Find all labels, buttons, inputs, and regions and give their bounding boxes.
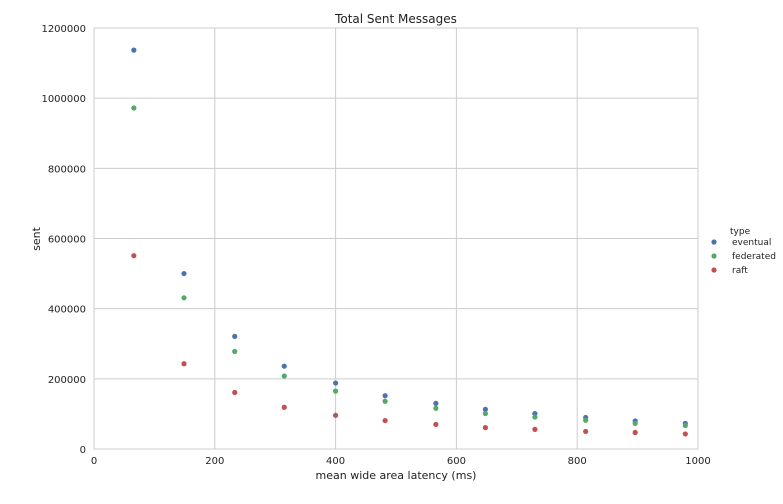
legend-marker-raft bbox=[711, 267, 717, 273]
point-raft bbox=[482, 424, 488, 431]
point-federated bbox=[532, 414, 538, 420]
point-federated bbox=[131, 105, 137, 111]
x-tick-label: 400 bbox=[326, 456, 345, 467]
chart-title: Total Sent Messages bbox=[334, 12, 457, 26]
x-axis-label: mean wide area latency (ms) bbox=[316, 469, 477, 482]
legend-title: type bbox=[730, 227, 751, 237]
point-federated bbox=[181, 295, 187, 301]
point-federated bbox=[433, 405, 439, 411]
point-raft bbox=[131, 253, 137, 259]
y-tick-label: 1000000 bbox=[41, 94, 86, 105]
legend-label-raft: raft bbox=[732, 266, 748, 276]
x-tick-label: 1000 bbox=[685, 456, 710, 467]
point-federated bbox=[382, 398, 388, 404]
point-eventual bbox=[232, 333, 238, 339]
point-federated bbox=[583, 417, 589, 423]
legend: type eventual federated raft bbox=[711, 227, 776, 276]
data-points bbox=[131, 47, 688, 437]
point-eventual bbox=[333, 380, 339, 386]
legend-marker-federated bbox=[711, 253, 717, 259]
point-raft bbox=[281, 404, 287, 410]
point-raft bbox=[382, 417, 388, 424]
point-federated bbox=[632, 420, 638, 426]
point-federated bbox=[333, 388, 339, 394]
y-tick-label: 200000 bbox=[48, 375, 86, 386]
point-eventual bbox=[433, 400, 439, 406]
point-raft bbox=[583, 428, 589, 435]
y-axis-ticks: 0 200000 400000 600000 800000 1000000 1200000 bbox=[41, 24, 86, 456]
x-tick-label: 200 bbox=[205, 456, 224, 467]
point-federated bbox=[482, 410, 488, 417]
point-raft bbox=[232, 389, 238, 396]
point-eventual bbox=[281, 363, 287, 369]
point-eventual bbox=[482, 406, 488, 412]
point-federated bbox=[281, 373, 287, 379]
legend-label-federated: federated bbox=[732, 252, 776, 262]
grid-lines bbox=[94, 28, 698, 449]
point-eventual bbox=[382, 393, 388, 399]
legend-marker-eventual bbox=[711, 239, 717, 245]
point-raft bbox=[333, 412, 339, 418]
y-tick-label: 400000 bbox=[48, 305, 86, 316]
y-axis-label: sent bbox=[30, 226, 43, 250]
x-tick-label: 800 bbox=[568, 456, 587, 467]
point-eventual bbox=[131, 47, 137, 53]
point-raft bbox=[181, 361, 187, 367]
legend-label-eventual: eventual bbox=[732, 238, 771, 248]
point-eventual bbox=[181, 270, 187, 277]
y-tick-label: 1200000 bbox=[41, 24, 86, 35]
x-tick-label: 0 bbox=[91, 456, 97, 467]
point-raft bbox=[433, 421, 439, 428]
point-raft bbox=[682, 431, 688, 437]
x-axis-ticks: 0 200 400 600 800 1000 bbox=[91, 456, 711, 467]
y-tick-label: 800000 bbox=[48, 164, 86, 175]
point-raft bbox=[532, 426, 538, 432]
point-federated bbox=[682, 422, 688, 429]
point-federated bbox=[232, 348, 238, 355]
point-raft bbox=[632, 429, 638, 436]
y-tick-label: 600000 bbox=[48, 235, 86, 246]
x-tick-label: 600 bbox=[447, 456, 466, 467]
y-tick-label: 0 bbox=[80, 445, 86, 456]
